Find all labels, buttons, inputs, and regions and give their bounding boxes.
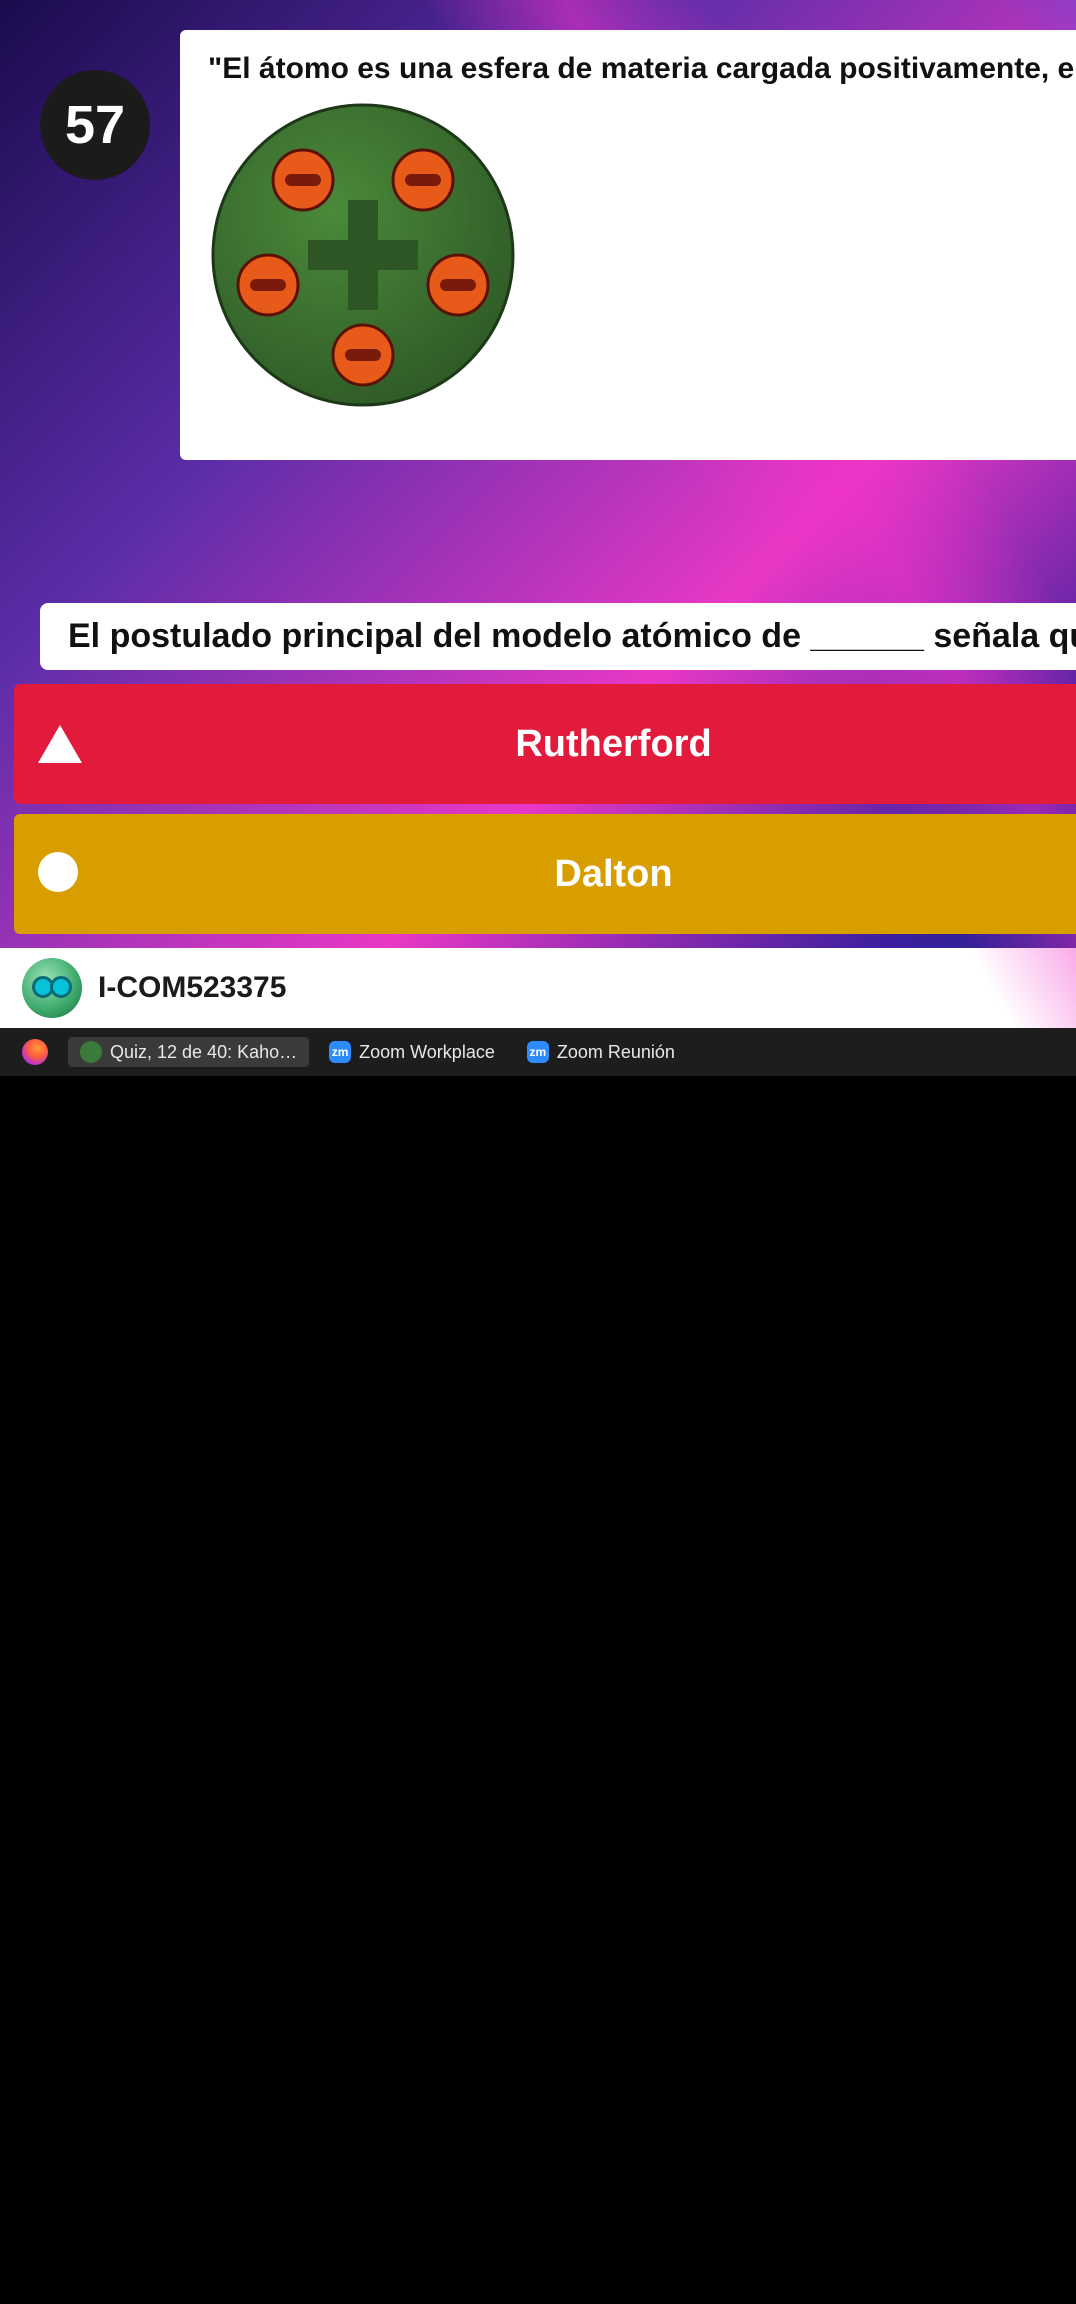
question-image-card: "El átomo es una esfera de materia carga… bbox=[180, 30, 1076, 460]
taskbar-tab-zoom-meeting[interactable]: zm Zoom Reunión bbox=[515, 1037, 687, 1067]
player-username: I-COM523375 bbox=[98, 971, 1076, 1005]
zoom-icon: zm bbox=[527, 1041, 549, 1063]
answer-grid: Rutherford Thomson Dalton Schrödinger bbox=[0, 684, 1076, 948]
zoom-icon: zm bbox=[329, 1041, 351, 1063]
firefox-icon[interactable] bbox=[10, 1035, 60, 1069]
taskbar-tab-zoom-workplace[interactable]: zm Zoom Workplace bbox=[317, 1037, 507, 1067]
windows-taskbar: Quiz, 12 de 40: Kaho… zm Zoom Workplace … bbox=[0, 1028, 1076, 1076]
circle-icon bbox=[38, 852, 78, 892]
taskbar-tab-label: Quiz, 12 de 40: Kaho… bbox=[110, 1042, 297, 1063]
atom-diagram bbox=[208, 100, 518, 410]
answer-label: Rutherford bbox=[104, 723, 1076, 766]
answer-option-c[interactable]: Dalton bbox=[14, 814, 1076, 934]
player-avatar bbox=[22, 958, 82, 1018]
triangle-icon bbox=[38, 725, 82, 763]
kahoot-favicon-icon bbox=[80, 1041, 102, 1063]
taskbar-tab-label: Zoom Reunión bbox=[557, 1042, 675, 1063]
player-footer: I-COM523375 3588 bbox=[0, 948, 1076, 1028]
kahoot-game-area: 57 "El átomo es una esfera de materia ca… bbox=[0, 0, 1076, 1028]
answer-option-a[interactable]: Rutherford bbox=[14, 684, 1076, 804]
taskbar-tab-label: Zoom Workplace bbox=[359, 1042, 495, 1063]
question-text-bar: El postulado principal del modelo atómic… bbox=[40, 603, 1076, 670]
answer-label: Dalton bbox=[104, 853, 1076, 896]
taskbar-tab-kahoot[interactable]: Quiz, 12 de 40: Kaho… bbox=[68, 1037, 309, 1067]
countdown-timer: 57 bbox=[40, 70, 150, 180]
postulate-text: "El átomo es una esfera de materia carga… bbox=[208, 52, 1076, 86]
